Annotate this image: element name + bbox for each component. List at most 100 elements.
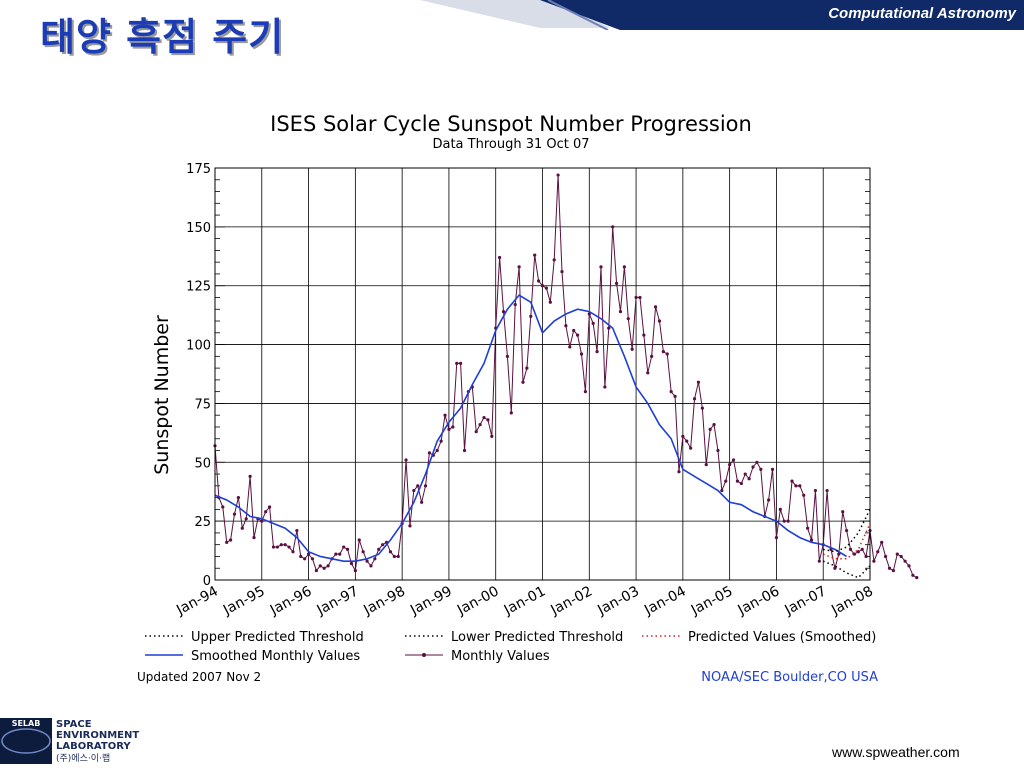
monthly-value-point	[696, 380, 701, 384]
monthly-value-point	[267, 505, 272, 509]
monthly-value-point	[381, 543, 385, 547]
monthly-value-point	[338, 552, 342, 556]
monthly-value-point	[225, 540, 229, 544]
monthly-value-point	[365, 559, 369, 563]
monthly-value-point	[774, 536, 779, 540]
monthly-value-point	[692, 397, 697, 401]
chart-title: ISES Solar Cycle Sunspot Number Progress…	[270, 112, 752, 136]
monthly-value-point	[447, 427, 451, 431]
monthly-value-point	[755, 460, 759, 464]
logo-badge: SELAB	[12, 719, 41, 728]
monthly-value-point	[891, 568, 895, 573]
monthly-value-point	[720, 488, 724, 493]
monthly-value-point	[408, 524, 412, 528]
monthly-value-point	[747, 477, 751, 481]
monthly-value-point	[677, 470, 681, 474]
monthly-value-point	[287, 545, 291, 549]
monthly-value-point	[798, 484, 802, 488]
legend-label: Upper Predicted Threshold	[191, 630, 364, 645]
monthly-value-point	[618, 310, 623, 314]
monthly-value-point	[260, 519, 264, 523]
legend-label: Smoothed Monthly Values	[191, 649, 360, 664]
x-tick-label: Jan-06	[735, 583, 783, 619]
monthly-value-point	[314, 568, 318, 573]
x-tick-label: Jan-95	[220, 583, 268, 618]
monthly-value-point	[786, 519, 790, 523]
monthly-value-point	[614, 281, 619, 285]
monthly-value-point	[907, 564, 911, 568]
monthly-value-point	[575, 333, 580, 337]
x-tick-label: Jan-07	[781, 583, 829, 618]
monthly-value-point	[513, 302, 517, 307]
legend-item: Upper Predicted Threshold	[145, 630, 364, 645]
monthly-value-point	[451, 425, 455, 429]
monthly-value-point	[221, 505, 225, 509]
monthly-value-point	[579, 352, 584, 356]
series-lower-predicted-threshold	[822, 560, 871, 579]
monthly-value-point	[642, 333, 646, 337]
monthly-value-point	[661, 350, 665, 354]
legend-label: Lower Predicted Threshold	[451, 630, 623, 645]
smoothed-line	[214, 294, 848, 562]
y-axis-label: Sunspot Number	[151, 315, 173, 475]
x-tick-label: Jan-97	[314, 583, 362, 618]
y-tick-label: 150	[186, 221, 211, 236]
monthly-value-point	[529, 314, 533, 318]
x-tick-label: Jan-05	[688, 583, 736, 618]
monthly-value-point	[599, 265, 603, 269]
monthly-value-point	[899, 554, 903, 559]
monthly-value-point	[505, 354, 510, 358]
chart-subtitle: Data Through 31 Oct 07	[432, 137, 589, 152]
chart-series	[213, 173, 919, 580]
monthly-value-point	[689, 446, 693, 450]
monthly-value-point	[283, 543, 287, 547]
monthly-value-point	[271, 545, 276, 549]
x-tick-label: Jan-03	[594, 583, 642, 618]
monthly-value-point	[708, 427, 712, 431]
monthly-value-point	[525, 366, 529, 370]
legend-marker	[422, 653, 426, 657]
monthly-value-point	[731, 458, 736, 462]
monthly-value-point	[852, 552, 857, 556]
legend-label: Monthly Values	[451, 649, 550, 664]
monthly-value-point	[646, 371, 650, 375]
monthly-value-point	[564, 324, 568, 328]
top-banner	[0, 0, 1024, 30]
y-tick-label: 50	[194, 456, 211, 471]
chart-legend: Upper Predicted Threshold Lower Predicted…	[145, 630, 876, 664]
monthly-value-point	[887, 566, 892, 570]
monthly-value-point	[685, 439, 689, 443]
monthly-value-point	[767, 498, 771, 502]
monthly-value-point	[291, 550, 295, 554]
chart-grid	[214, 167, 871, 581]
logo-line-4: (주)에스·이·랩	[56, 752, 110, 764]
monthly-value-point	[603, 385, 607, 389]
logo-line-2: ENVIRONMENT	[56, 730, 139, 741]
monthly-value-point	[318, 564, 322, 568]
monthly-value-point	[342, 545, 346, 549]
monthly-value-point	[611, 225, 615, 229]
monthly-value-point	[673, 394, 677, 398]
monthly-value-point	[334, 552, 338, 556]
monthly-value-point	[423, 484, 428, 488]
monthly-value-point	[240, 526, 244, 530]
monthly-value-point	[345, 547, 350, 551]
monthly-value-point	[638, 295, 642, 300]
y-tick-label: 75	[194, 397, 211, 412]
monthly-value-point	[880, 540, 884, 544]
monthly-value-point	[716, 448, 720, 453]
monthly-value-point	[809, 538, 814, 542]
monthly-value-point	[751, 465, 755, 469]
monthly-value-point	[540, 284, 545, 288]
monthly-value-point	[860, 547, 864, 551]
monthly-value-point	[657, 319, 662, 323]
monthly-value-point	[735, 479, 740, 483]
x-tick-label: Jan-96	[267, 583, 315, 619]
x-tick-label: Jan-08	[828, 583, 876, 618]
monthly-value-point	[322, 566, 326, 570]
monthly-value-point	[349, 561, 354, 566]
monthly-value-point	[864, 554, 868, 559]
monthly-value-point	[486, 418, 490, 422]
monthly-value-point	[427, 451, 432, 455]
